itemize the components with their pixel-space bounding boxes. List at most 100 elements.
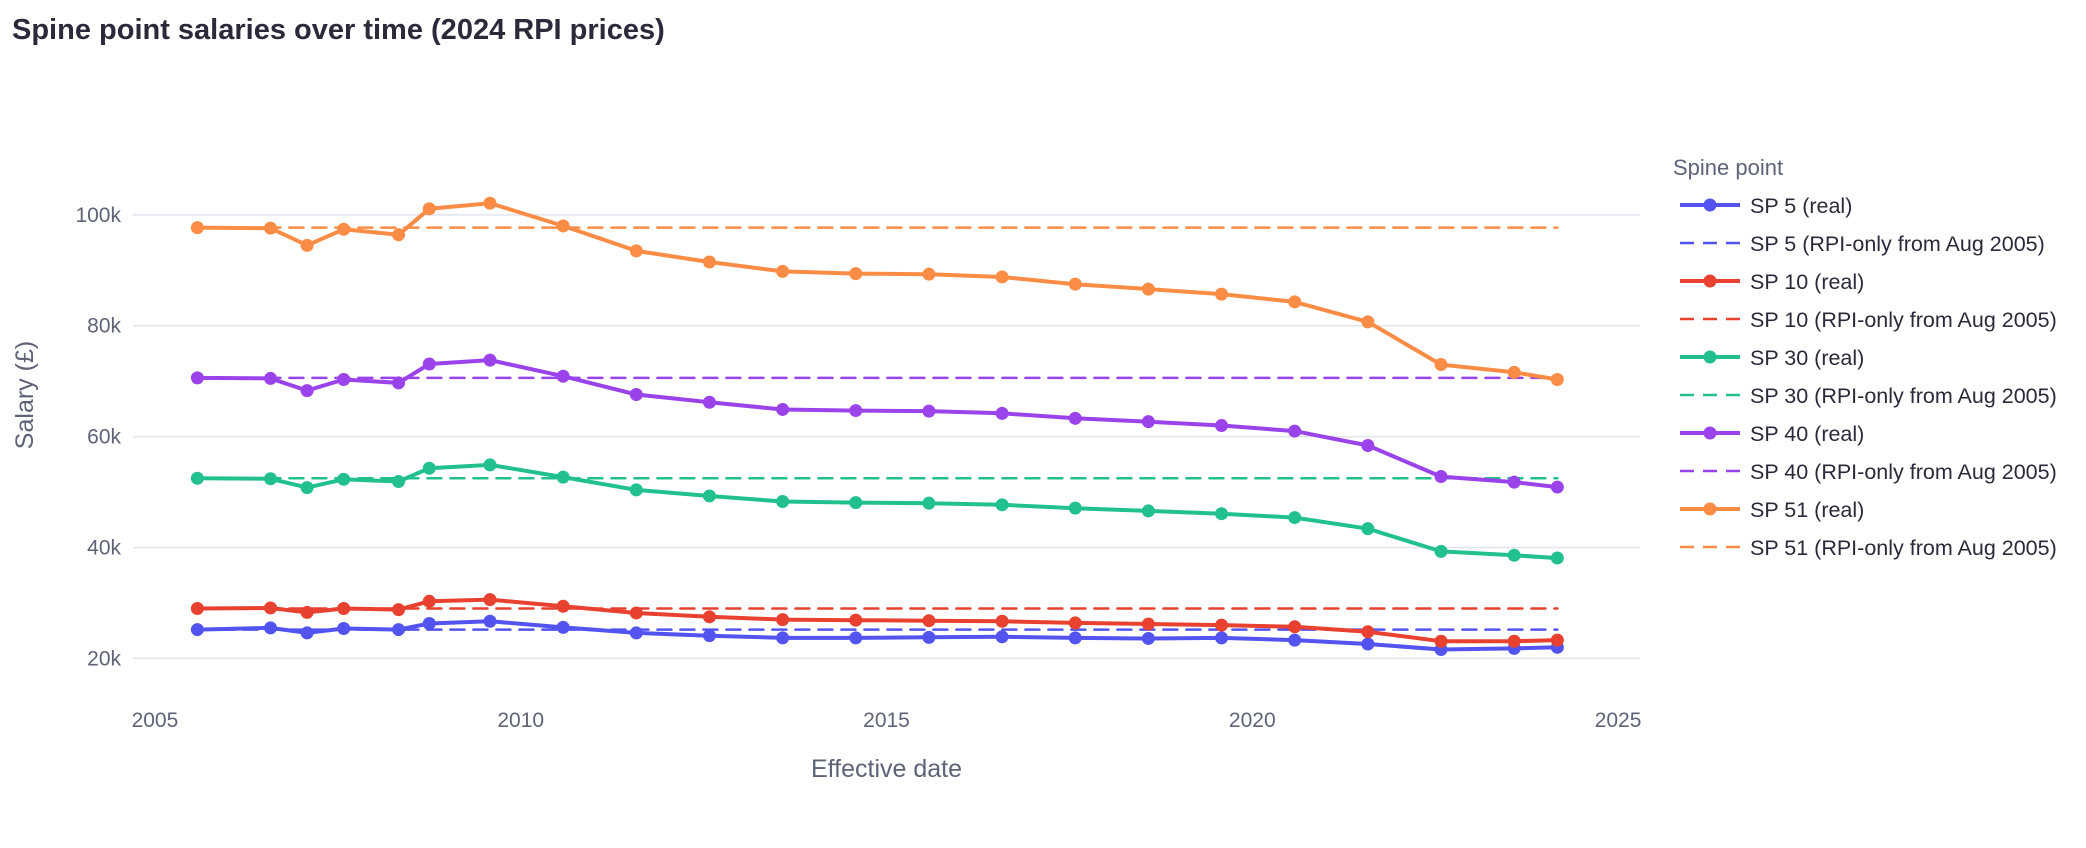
data-point-sp-51-real[interactable]: [1434, 358, 1448, 372]
data-point-sp-40-real[interactable]: [922, 404, 936, 418]
data-point-sp-51-real[interactable]: [1141, 282, 1155, 296]
data-point-sp-10-real[interactable]: [922, 614, 936, 628]
data-point-sp-10-real[interactable]: [995, 614, 1009, 628]
data-point-sp-5-real[interactable]: [1068, 631, 1082, 645]
legend-item[interactable]: SP 10 (real): [1680, 270, 1864, 294]
data-point-sp-30-real[interactable]: [1288, 511, 1302, 525]
data-point-sp-40-real[interactable]: [300, 384, 314, 398]
data-point-sp-30-real[interactable]: [300, 481, 314, 495]
data-point-sp-30-real[interactable]: [556, 470, 570, 484]
data-point-sp-51-real[interactable]: [556, 219, 570, 233]
data-point-sp-40-real[interactable]: [702, 395, 716, 409]
data-point-sp-30-real[interactable]: [190, 471, 204, 485]
data-point-sp-5-real[interactable]: [1215, 631, 1229, 645]
data-point-sp-30-real[interactable]: [1550, 551, 1564, 565]
data-point-sp-40-real[interactable]: [995, 406, 1009, 420]
data-point-sp-51-real[interactable]: [995, 270, 1009, 284]
data-point-sp-51-real[interactable]: [1361, 315, 1375, 329]
legend-item[interactable]: SP 30 (real): [1680, 346, 1864, 370]
data-point-sp-10-real[interactable]: [422, 594, 436, 608]
data-point-sp-30-real[interactable]: [849, 496, 863, 510]
data-point-sp-40-real[interactable]: [629, 387, 643, 401]
data-point-sp-5-real[interactable]: [556, 620, 570, 634]
data-point-sp-40-real[interactable]: [422, 357, 436, 371]
data-point-sp-40-real[interactable]: [1434, 470, 1448, 484]
legend-item[interactable]: SP 40 (real): [1680, 422, 1864, 446]
data-point-sp-30-real[interactable]: [483, 458, 497, 472]
data-point-sp-51-real[interactable]: [702, 255, 716, 269]
data-point-sp-40-real[interactable]: [1215, 419, 1229, 433]
data-point-sp-5-real[interactable]: [922, 630, 936, 644]
data-point-sp-40-real[interactable]: [337, 373, 351, 387]
data-point-sp-10-real[interactable]: [264, 601, 278, 615]
data-point-sp-30-real[interactable]: [1507, 548, 1521, 562]
data-point-sp-10-real[interactable]: [556, 599, 570, 613]
data-point-sp-30-real[interactable]: [702, 489, 716, 503]
data-point-sp-40-real[interactable]: [1068, 411, 1082, 425]
data-point-sp-5-real[interactable]: [849, 631, 863, 645]
data-point-sp-5-real[interactable]: [264, 621, 278, 635]
data-point-sp-30-real[interactable]: [1434, 544, 1448, 558]
data-point-sp-30-real[interactable]: [1068, 501, 1082, 515]
data-point-sp-5-real[interactable]: [190, 623, 204, 637]
data-point-sp-10-real[interactable]: [1361, 625, 1375, 639]
data-point-sp-40-real[interactable]: [483, 353, 497, 367]
data-point-sp-51-real[interactable]: [1215, 287, 1229, 301]
data-point-sp-51-real[interactable]: [190, 221, 204, 235]
data-point-sp-5-real[interactable]: [483, 614, 497, 628]
data-point-sp-30-real[interactable]: [264, 472, 278, 486]
data-point-sp-40-real[interactable]: [1550, 480, 1564, 494]
data-point-sp-10-real[interactable]: [1434, 634, 1448, 648]
data-point-sp-30-real[interactable]: [995, 498, 1009, 512]
data-point-sp-30-real[interactable]: [776, 495, 790, 509]
data-point-sp-40-real[interactable]: [392, 376, 406, 390]
legend-item[interactable]: SP 30 (RPI-only from Aug 2005): [1680, 384, 2057, 408]
data-point-sp-10-real[interactable]: [1141, 617, 1155, 631]
data-point-sp-30-real[interactable]: [337, 472, 351, 486]
data-point-sp-10-real[interactable]: [702, 610, 716, 624]
data-point-sp-30-real[interactable]: [1141, 504, 1155, 518]
data-point-sp-40-real[interactable]: [190, 371, 204, 385]
legend-item[interactable]: SP 5 (real): [1680, 194, 1852, 218]
data-point-sp-5-real[interactable]: [337, 621, 351, 635]
data-point-sp-5-real[interactable]: [629, 626, 643, 640]
data-point-sp-10-real[interactable]: [1215, 618, 1229, 632]
legend[interactable]: Spine point SP 5 (real) SP 5 (RPI-only fr…: [1673, 155, 2057, 560]
data-point-sp-10-real[interactable]: [1550, 633, 1564, 647]
legend-item[interactable]: SP 40 (RPI-only from Aug 2005): [1680, 460, 2057, 484]
data-point-sp-51-real[interactable]: [422, 202, 436, 216]
data-point-sp-10-real[interactable]: [483, 593, 497, 607]
data-point-sp-51-real[interactable]: [776, 264, 790, 278]
data-point-sp-10-real[interactable]: [776, 613, 790, 627]
data-point-sp-5-real[interactable]: [995, 630, 1009, 644]
data-point-sp-40-real[interactable]: [1288, 424, 1302, 438]
data-point-sp-51-real[interactable]: [849, 267, 863, 281]
data-point-sp-30-real[interactable]: [1361, 522, 1375, 536]
data-point-sp-30-real[interactable]: [392, 475, 406, 489]
data-point-sp-51-real[interactable]: [1068, 277, 1082, 291]
data-point-sp-51-real[interactable]: [629, 244, 643, 258]
data-point-sp-10-real[interactable]: [849, 613, 863, 627]
data-point-sp-40-real[interactable]: [1361, 439, 1375, 453]
data-point-sp-5-real[interactable]: [1361, 637, 1375, 651]
data-point-sp-40-real[interactable]: [556, 369, 570, 383]
data-point-sp-40-real[interactable]: [264, 371, 278, 385]
data-point-sp-40-real[interactable]: [1141, 415, 1155, 429]
data-point-sp-30-real[interactable]: [1215, 507, 1229, 521]
data-point-sp-40-real[interactable]: [849, 404, 863, 418]
data-point-sp-40-real[interactable]: [776, 402, 790, 416]
data-point-sp-10-real[interactable]: [337, 602, 351, 616]
data-point-sp-10-real[interactable]: [300, 605, 314, 619]
data-point-sp-5-real[interactable]: [422, 616, 436, 630]
data-point-sp-30-real[interactable]: [922, 496, 936, 510]
legend-item[interactable]: SP 5 (RPI-only from Aug 2005): [1680, 232, 2045, 256]
data-point-sp-10-real[interactable]: [1068, 616, 1082, 630]
data-point-sp-5-real[interactable]: [776, 631, 790, 645]
legend-item[interactable]: SP 10 (RPI-only from Aug 2005): [1680, 308, 2057, 332]
data-point-sp-5-real[interactable]: [1141, 631, 1155, 645]
data-point-sp-5-real[interactable]: [702, 629, 716, 643]
data-point-sp-10-real[interactable]: [190, 602, 204, 616]
data-point-sp-30-real[interactable]: [422, 461, 436, 475]
data-point-sp-51-real[interactable]: [1550, 373, 1564, 387]
data-point-sp-51-real[interactable]: [922, 267, 936, 281]
